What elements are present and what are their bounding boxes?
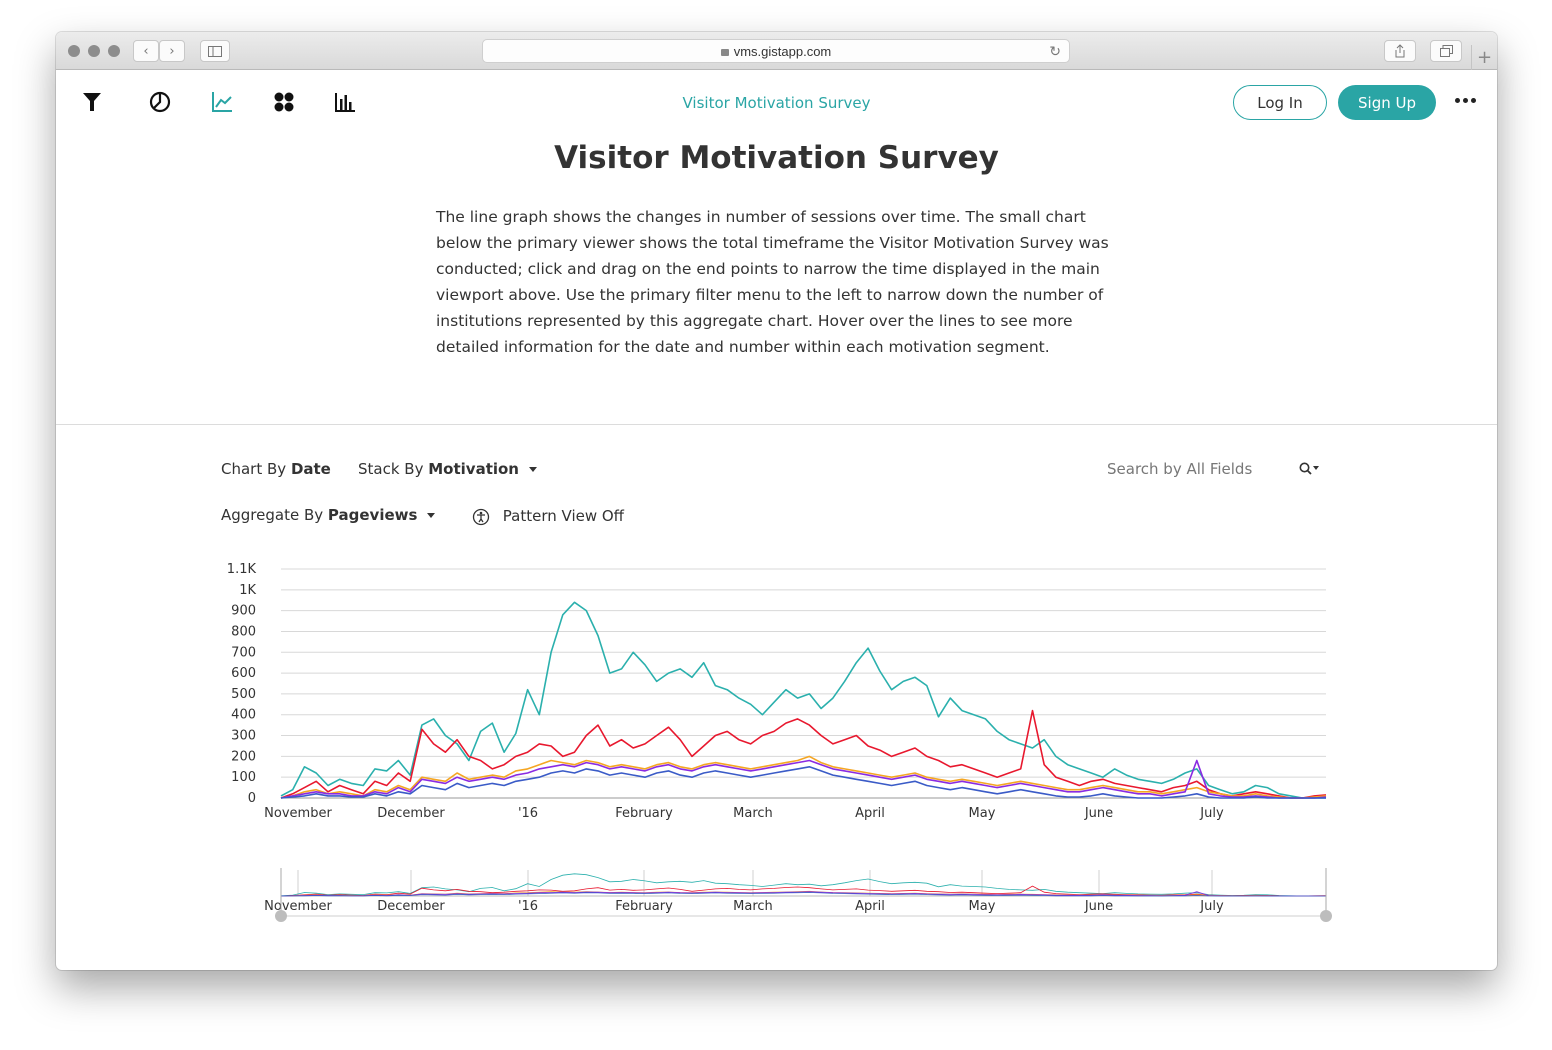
app-title[interactable]: Visitor Motivation Survey [682,94,871,112]
y-tick-label: 700 [231,645,256,660]
search-input[interactable]: Search by All Fields [1107,460,1253,478]
new-tab-button[interactable]: + [1471,45,1497,70]
lock-icon [720,48,729,56]
series-line-4 [280,766,1326,799]
address-bar[interactable]: vms.gistapp.com ↻ [482,39,1070,63]
series-line-3 [280,759,1327,799]
aggregate-by-dropdown[interactable]: Aggregate By Pageviews [221,506,436,524]
filter-icon[interactable] [80,90,104,114]
x-tick-label: November [264,806,332,821]
chart-by-label: Chart By [221,460,287,478]
stack-by-dropdown[interactable]: Stack By Motivation [358,460,537,478]
browser-window: ‹ › vms.gistapp.com ↻ + Visitor Motivati… [56,32,1497,970]
maximize-window-button[interactable] [108,45,120,57]
share-icon [1395,44,1405,58]
line-chart-icon[interactable] [210,90,234,114]
back-button[interactable]: ‹ [133,40,159,62]
url-text: vms.gistapp.com [733,43,832,59]
aggregate-by-label: Aggregate By [221,506,324,524]
y-tick-label: 800 [231,624,256,639]
section-divider [56,424,1497,425]
search-icon[interactable] [1299,461,1319,480]
chart-by-value: Date [290,460,331,478]
browser-titlebar: ‹ › vms.gistapp.com ↻ + [56,32,1497,70]
accessibility-icon [472,508,490,525]
mini-x-tick-label: '16 [518,899,538,914]
tabs-button[interactable] [1430,40,1462,62]
y-tick-label: 300 [231,729,256,744]
share-button[interactable] [1384,40,1416,62]
stack-by-value: Motivation [428,460,519,478]
mini-x-tick-label: November [264,899,332,914]
sidebar-toggle-button[interactable] [200,40,230,62]
close-window-button[interactable] [68,45,80,57]
x-tick-label: July [1199,806,1224,821]
chart-by-control[interactable]: Chart By Date [221,460,331,478]
x-tick-label: '16 [518,806,538,821]
y-tick-label: 1.1K [227,562,257,577]
login-button[interactable]: Log In [1233,85,1327,120]
y-tick-label: 200 [231,749,256,764]
pattern-view-toggle[interactable]: Pattern View Off [472,507,624,526]
bar-chart-icon[interactable] [333,90,357,114]
y-tick-label: 100 [231,770,256,785]
mini-x-tick-label: February [615,899,673,914]
y-tick-label: 900 [231,604,256,619]
y-tick-label: 400 [231,708,256,723]
y-tick-label: 500 [231,687,256,702]
minimize-window-button[interactable] [88,45,100,57]
stack-by-label: Stack By [358,460,424,478]
brush-left-handle [275,910,287,922]
mini-x-tick-label: December [377,899,445,914]
mini-x-tick-label: July [1199,899,1224,914]
y-tick-label: 1K [239,583,256,598]
chevron-down-icon [528,467,537,472]
timeline-brush-chart[interactable]: November December '16 February March April May… [56,868,1497,948]
page-description: The line graph shows the changes in numb… [436,208,1109,356]
sidebar-icon [208,45,222,57]
signup-button[interactable]: Sign Up [1338,85,1436,120]
pie-chart-icon[interactable] [148,90,172,114]
mini-x-tick-label: June [1084,899,1113,914]
x-tick-label: May [969,806,996,821]
mini-series-line-4 [280,892,1326,897]
mini-x-tick-label: April [855,899,885,914]
aggregate-by-value: Pageviews [327,506,418,524]
bubble-chart-icon[interactable] [272,90,296,114]
reload-icon[interactable]: ↻ [1049,43,1061,59]
x-tick-label: June [1084,806,1113,821]
brush-right-handle [1320,910,1332,922]
app-header: Visitor Motivation Survey Log In Sign Up [56,70,1497,136]
x-tick-label: February [615,806,673,821]
mini-series-line-3 [280,891,1327,897]
pattern-view-label: Pattern View Off [502,507,625,525]
page-title: Visitor Motivation Survey [554,140,999,176]
more-menu-icon[interactable] [1455,98,1476,103]
main-line-chart[interactable]: 0 100 200 300 400 500 600 700 800 900 1K 1.1K Novemb… [56,552,1497,952]
mini-x-tick-label: March [733,899,773,914]
tabs-icon [1439,45,1453,57]
mini-x-tick-label: May [969,899,996,914]
series-line-2 [280,755,1327,799]
chevron-down-icon [427,513,436,518]
series-line-1 [280,709,1327,799]
y-tick-label: 600 [231,666,256,681]
y-tick-label: 0 [248,791,256,806]
forward-button[interactable]: › [159,40,185,62]
x-tick-label: March [733,806,773,821]
x-tick-label: April [855,806,885,821]
x-tick-label: December [377,806,445,821]
